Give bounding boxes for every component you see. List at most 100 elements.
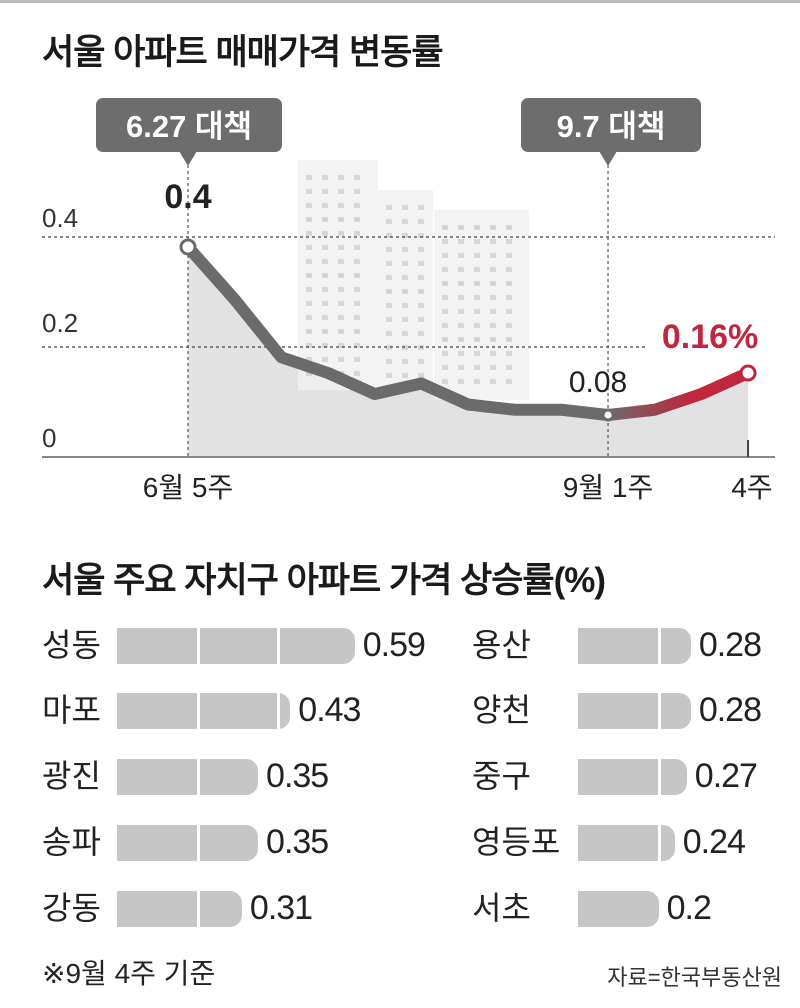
building-window: [474, 267, 480, 272]
bar-divider: [196, 825, 200, 861]
building-window: [418, 219, 424, 224]
building-window: [386, 303, 392, 308]
building-window: [442, 267, 448, 272]
bar: [117, 628, 355, 664]
bar: [117, 693, 291, 729]
building-window: [306, 287, 312, 292]
bar-category-label: 강동: [42, 890, 101, 926]
building-window: [458, 225, 464, 230]
building-window: [306, 231, 312, 236]
bar-value-label: 0.35: [266, 823, 329, 861]
building-window: [354, 287, 360, 292]
building-window: [354, 231, 360, 236]
building-window: [402, 359, 408, 364]
bar-divider: [196, 628, 200, 664]
bar-value-label: 0.59: [362, 626, 426, 664]
bar-divider: [196, 759, 200, 795]
data-point: [601, 408, 615, 422]
building-window: [506, 309, 512, 314]
building-window: [322, 175, 328, 180]
building-window: [354, 175, 360, 180]
building-window: [506, 351, 512, 356]
building-window: [354, 343, 360, 348]
building-window: [418, 261, 424, 266]
building-window: [418, 331, 424, 336]
building-window: [386, 261, 392, 266]
building-window: [506, 281, 512, 286]
building-window: [442, 323, 448, 328]
callout-box: [96, 98, 282, 152]
bar-row: 성동 0.59: [0, 625, 800, 665]
building-window: [474, 351, 480, 356]
building-window: [490, 295, 496, 300]
building-window: [322, 273, 328, 278]
building-window: [490, 379, 496, 384]
series-line-highlight: [602, 367, 755, 421]
building-window: [458, 337, 464, 342]
building: [434, 210, 529, 400]
building-window: [458, 323, 464, 328]
bar-value-label: 0.28: [698, 626, 762, 664]
bar-category-label: 광진: [42, 758, 101, 794]
building-window: [322, 329, 328, 334]
building-window: [338, 231, 344, 236]
building-window: [442, 253, 448, 258]
building-window: [306, 329, 312, 334]
building-window: [490, 309, 496, 314]
building-window: [402, 275, 408, 280]
building-window: [386, 275, 392, 280]
bar: [578, 825, 675, 861]
building-window: [474, 295, 480, 300]
building-window: [418, 359, 424, 364]
bar-row: 중구 0.27: [0, 756, 800, 796]
building-window: [490, 337, 496, 342]
building-window: [418, 289, 424, 294]
building-window: [354, 189, 360, 194]
building-window: [474, 253, 480, 258]
bar-category-label: 송파: [42, 824, 101, 860]
building-window: [474, 379, 480, 384]
building-window: [474, 281, 480, 286]
building-window: [322, 357, 328, 362]
building-window: [306, 301, 312, 306]
bar-category-label: 양천: [472, 692, 531, 728]
building-window: [306, 357, 312, 362]
building-window: [402, 261, 408, 266]
building-window: [442, 351, 448, 356]
building-window: [306, 217, 312, 222]
bar-divider: [657, 628, 661, 664]
building-window: [506, 239, 512, 244]
building-window: [386, 247, 392, 252]
x-tick-label: 9월 1주: [563, 472, 653, 503]
bar-value-label: 0.43: [298, 691, 361, 729]
building-window: [354, 273, 360, 278]
bar-value-label: 0.28: [698, 691, 762, 729]
building-window: [402, 247, 408, 252]
building-window: [386, 331, 392, 336]
building-window: [322, 259, 328, 264]
building-window: [458, 295, 464, 300]
building-window: [306, 343, 312, 348]
building-window: [442, 295, 448, 300]
building-window: [338, 203, 344, 208]
bar-row: 강동 0.31: [0, 888, 800, 928]
building-window: [322, 245, 328, 250]
building-window: [458, 351, 464, 356]
building-window: [474, 309, 480, 314]
building-window: [338, 273, 344, 278]
bar-value-label: 0.24: [682, 823, 746, 861]
bar: [117, 825, 259, 861]
building-window: [490, 281, 496, 286]
bar-category-label: 영등포: [472, 824, 561, 860]
building-window: [338, 217, 344, 222]
building-window: [418, 373, 424, 378]
bar: [578, 693, 691, 729]
building-window: [402, 331, 408, 336]
data-label: 0.4: [164, 178, 211, 216]
building-window: [338, 175, 344, 180]
data-point: [739, 364, 757, 382]
building-window: [354, 301, 360, 306]
bar-divider: [657, 759, 661, 795]
callout-pointer: [179, 151, 197, 166]
bar-value-label: 0.35: [266, 757, 329, 795]
